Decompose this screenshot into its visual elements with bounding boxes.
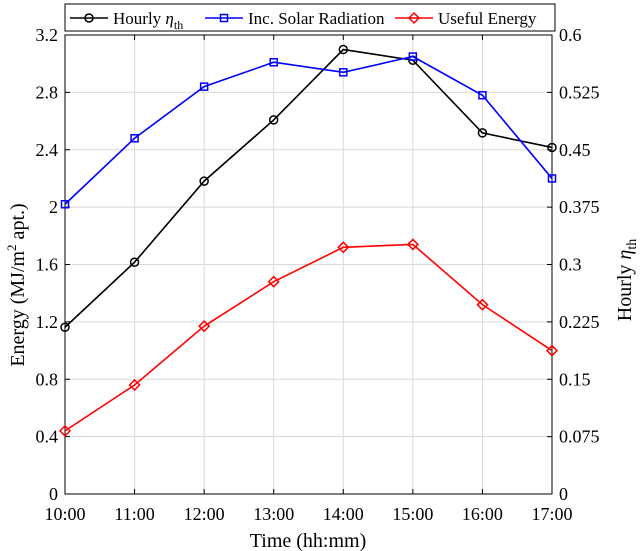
data-point-inc-solar-radiation (130, 134, 139, 143)
ticks: 10:00 11:00 12:00 13:00 14:00 15:00 16:00 17:00… (36, 25, 600, 524)
left-y-tick-label: 0.8 (36, 369, 59, 389)
legend-box (64, 3, 556, 32)
series-useful-energy (58, 238, 559, 437)
x-tick-label: 15:00 (392, 504, 433, 524)
data-point-inc-solar-radiation (60, 200, 70, 209)
right-y-axis-label: Hourly ηth (614, 239, 640, 321)
left-y-tick-label: 1.2 (36, 312, 59, 332)
left-y-tick-label: 3.2 (36, 25, 59, 45)
data-point-inc-solar-radiation (269, 58, 278, 67)
left-y-tick-label: 2.8 (36, 82, 59, 102)
right-y-tick-label: 0.3 (559, 255, 582, 275)
right-y-tick-label: 0.075 (559, 427, 600, 447)
data-point-hourly-th (477, 128, 488, 138)
left-y-tick-label: 2.4 (36, 140, 59, 160)
right-y-tick-label: 0.15 (559, 369, 591, 389)
series-inc-solar-radiation (60, 52, 557, 209)
legend-entry-label: Inc. Solar Radiation (248, 9, 385, 28)
data-point-useful-energy (198, 320, 211, 333)
data-point-inc-solar-radiation (408, 52, 418, 61)
data-point-hourly-th (60, 322, 70, 332)
data-point-inc-solar-radiation (339, 68, 348, 77)
data-point-inc-solar-radiation (478, 90, 487, 100)
x-tick-label: 10:00 (44, 504, 85, 524)
x-axis-label: Time (hh:mm) (250, 530, 367, 551)
left-y-tick-label: 1.6 (36, 255, 59, 275)
legend-entry-label: Hourly ηth (113, 9, 183, 32)
data-point-useful-energy (58, 424, 72, 437)
right-y-tick-label: 0.6 (559, 25, 582, 45)
x-tick-label: 12:00 (184, 504, 225, 524)
data-point-useful-energy (128, 378, 141, 392)
right-y-tick-label: 0.45 (559, 140, 591, 160)
data-point-hourly-th (547, 142, 557, 153)
x-tick-label: 16:00 (462, 504, 503, 524)
x-tick-label: 13:00 (253, 504, 294, 524)
right-y-tick-label: 0 (559, 484, 568, 504)
data-point-hourly-th (338, 44, 349, 55)
data-point-useful-energy (476, 298, 489, 311)
legend-entry-label: Useful Energy (438, 9, 537, 28)
legend-marker (84, 13, 94, 23)
data-point-hourly-th (268, 115, 279, 125)
series-line-hourly-th (64, 48, 553, 328)
legend-marker (407, 11, 421, 25)
left-y-axis-label: Energy (MJ/m2 apt.) (4, 203, 29, 366)
series-line-useful-energy (64, 243, 553, 432)
legend: Hourly ηth Inc. Solar Radiation Useful Ene… (64, 3, 556, 32)
data-point-useful-energy (545, 344, 559, 357)
data-point-useful-energy (267, 275, 280, 288)
left-y-tick-label: 0 (49, 484, 58, 504)
right-y-tick-label: 0.375 (559, 197, 600, 217)
left-y-tick-label: 2 (49, 197, 58, 217)
grid (65, 35, 552, 494)
x-tick-label: 11:00 (114, 504, 154, 524)
right-y-tick-label: 0.225 (559, 312, 600, 332)
x-tick-label: 17:00 (531, 504, 572, 524)
data-point-hourly-th (199, 176, 209, 186)
series (58, 44, 559, 437)
data-point-useful-energy (337, 241, 350, 254)
data-point-inc-solar-radiation (199, 82, 209, 91)
x-tick-label: 14:00 (323, 504, 364, 524)
data-point-inc-solar-radiation (547, 174, 557, 183)
legend-marker (219, 13, 229, 23)
right-y-tick-label: 0.525 (559, 82, 600, 102)
data-point-useful-energy (406, 238, 419, 251)
data-point-hourly-th (129, 257, 140, 267)
left-y-tick-label: 0.4 (36, 427, 59, 447)
series-line-inc-solar-radiation (64, 55, 553, 205)
